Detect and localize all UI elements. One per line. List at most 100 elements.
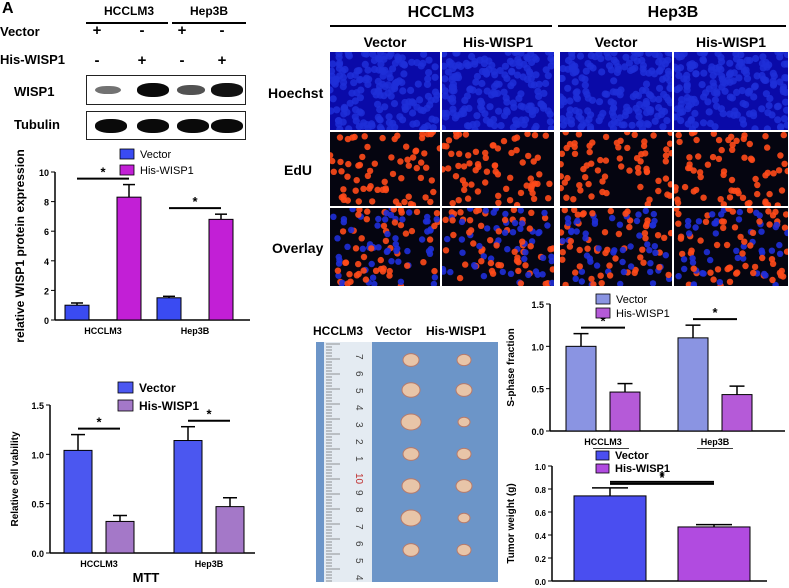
edu-image-tile [442,132,554,206]
ruler-mark: 4 [353,405,364,411]
blot-strip-tubulin [86,111,246,140]
wb-group-label-hcclm3: HCCLM3 [104,4,154,18]
tumor-specimen [457,512,471,524]
ruler-mark: 7 [353,524,364,530]
y-tick-label: 0.8 [535,486,547,495]
bar-his-wisp1 [208,218,234,321]
blot-band [177,84,205,96]
edu-group-label-hep3b: Hep3B [647,4,699,21]
tumor-specimen [402,543,420,557]
legend-label: Vector [615,450,649,462]
ruler-mark: 6 [353,541,364,547]
y-tick-label: 0.5 [31,500,44,510]
blot-band [137,83,169,97]
wb-row-label-wisp: His-WISP1 [0,52,66,67]
wb-group-line-hep3b [172,22,246,24]
vector-sign: + [92,22,102,39]
significance-marker: * [600,314,606,329]
blot-band [95,118,127,133]
legend-swatch [595,463,610,474]
edu-image-tile [330,208,440,286]
tumor-specimen [402,353,420,367]
x-tick-label: HCCLM3 [80,559,118,569]
bar-vector [573,495,647,582]
tumor-label-vector: Vector [375,324,412,338]
legend-swatch [119,148,135,160]
edu-row-label: Hoechst [268,85,324,101]
tumor-label-hcclm3: HCCLM3 [313,324,363,338]
y-tick-label: 0.6 [535,509,547,518]
bar-vector [156,297,182,321]
x-axis-label: MTT [133,570,160,585]
y-tick-label: 0.2 [535,555,547,564]
sphase-chart: 0.0 0.5 1.0 1.5 S-phase fraction HCCLM3 * Hep3B… [506,293,785,447]
vector-sign: - [139,22,145,39]
wisp-sign: + [137,52,147,69]
legend-swatch [595,293,611,305]
tumor-label-wisp: His-WISP1 [426,324,487,338]
legend-label: Vector [140,149,172,161]
y-tick-label: 1.0 [531,342,544,352]
tumor-specimen [456,447,472,461]
ruler-mark: 1 [353,456,364,462]
y-tick-label: 6 [44,227,49,237]
legend-swatch [595,307,611,319]
ruler-mark: 7 [353,354,364,360]
y-tick-label: 10 [39,168,49,178]
legend-swatch [117,381,134,394]
significance-marker: * [96,415,102,430]
wb-group-label-hep3b: Hep3B [189,4,228,18]
ruler-mark: 9 [353,490,364,496]
edu-image-tile [674,132,788,206]
edu-image-tile [560,52,672,130]
bar-his-wisp1 [609,391,641,432]
y-tick-label: 8 [44,198,49,208]
ruler-mark: 8 [353,507,364,513]
edu-image-tile [674,52,788,130]
y-axis-label: Tumor weight (g) [506,483,517,563]
edu-col-label: Vector [594,34,638,50]
y-tick-label: 0.0 [535,578,547,587]
y-tick-label: 1.5 [531,300,544,310]
edu-image-tile [442,208,554,286]
tumor-specimen [400,509,422,527]
significance-marker: * [712,305,718,320]
blot-band [137,118,169,133]
tumor-specimen [455,383,473,397]
tumor-specimen [456,353,472,367]
tumor-specimen [400,413,422,431]
tumor-specimen [456,543,472,557]
ruler-mark: 4 [353,575,364,581]
significance-marker: * [659,468,665,483]
edu-row-label: EdU [284,162,312,178]
y-tick-label: 0.5 [531,385,544,395]
tumor-specimen [455,479,473,493]
tumor-specimen [402,447,420,461]
edu-group-label-hcclm3: HCCLM3 [407,4,475,21]
bar-his-wisp1 [721,394,753,432]
significance-marker: * [100,165,106,180]
bar-his-wisp1 [116,196,142,321]
bar-his-wisp1 [677,526,751,582]
edu-image-tile [330,52,440,130]
ruler-mark: 5 [353,558,364,564]
edu-col-label: Vector [363,34,407,50]
y-tick-label: 1.5 [31,401,44,411]
wisp-sign: - [179,52,185,69]
y-tick-label: 0.0 [531,427,544,437]
tumor-specimen [457,416,471,428]
edu-image-tile [442,52,554,130]
x-tick-label: HCCLM3 [84,326,122,336]
x-tick-label: HCCLM3 [584,437,622,447]
legend-label: His-WISP1 [139,399,199,413]
y-tick-label: 1.0 [31,450,44,460]
blot-band [211,118,243,133]
ruler-mark: 2 [353,439,364,445]
tumor-specimen [401,478,421,494]
bar-his-wisp1 [105,520,135,554]
legend-label: Vector [139,381,176,395]
ruler-mark: 6 [353,371,364,377]
bar-vector [64,304,90,321]
y-tick-label: 0.4 [535,532,547,541]
blot-band [95,85,121,95]
